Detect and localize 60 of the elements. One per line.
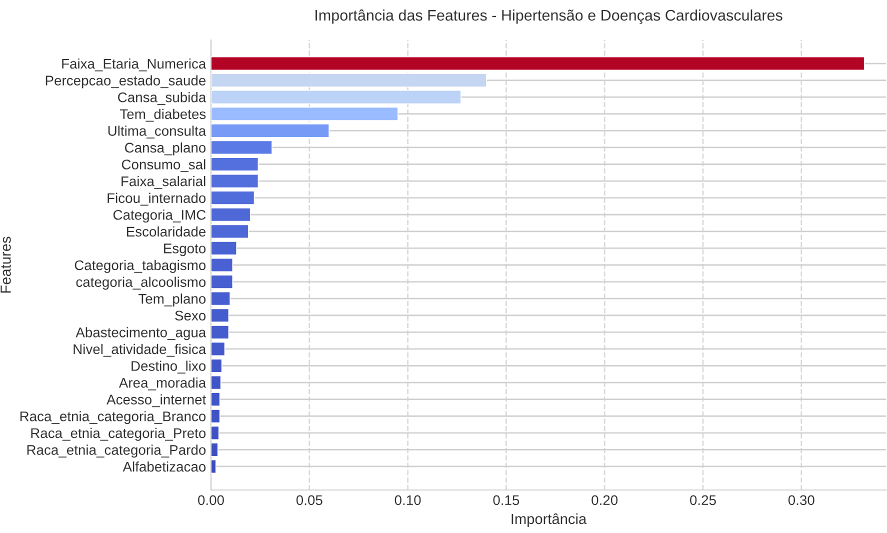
- x-tick-label: 0.10: [394, 495, 421, 506]
- bar: [211, 392, 220, 406]
- y-tick-label: Consumo_sal: [122, 159, 206, 172]
- y-tick-label: Categoria_IMC: [113, 210, 206, 223]
- y-tick-label: Sexo: [175, 310, 206, 321]
- y-tick-label: Faixa_Etaria_Numerica: [62, 58, 206, 72]
- y-tick-label: Esgoto: [164, 244, 206, 256]
- bar: [211, 174, 259, 188]
- x-tick-label: 0.00: [198, 495, 224, 506]
- bar: [211, 274, 234, 289]
- y-tick-label: Acesso_internet: [106, 394, 206, 408]
- bar: [211, 291, 231, 306]
- bar: [211, 90, 462, 104]
- y-tick-label: Area_moradia: [118, 378, 206, 390]
- y-axis-title: Features: [0, 236, 11, 293]
- bar: [211, 342, 226, 356]
- bar: [211, 308, 230, 323]
- x-tick-label: 0.05: [296, 495, 322, 506]
- bar: [211, 442, 218, 457]
- bar: [211, 241, 238, 256]
- bar: [211, 426, 220, 440]
- bar: [211, 358, 222, 373]
- bar: [211, 375, 222, 390]
- bar: [211, 190, 255, 205]
- bar: [211, 224, 249, 239]
- y-tick-label: categoria_alcoolismo: [76, 276, 206, 290]
- y-tick-label: Faixa_salarial: [122, 176, 206, 189]
- bar: [211, 73, 487, 88]
- y-tick-label: Cansa_plano: [124, 142, 206, 156]
- bar: [211, 157, 259, 172]
- bar: [211, 459, 216, 474]
- y-tick-label: Nivel_atividade_fisica: [74, 344, 206, 357]
- bar: [211, 258, 234, 272]
- y-tick-label: Ultima_consulta: [108, 126, 206, 138]
- y-tick-label: Tem_diabetes: [120, 108, 206, 122]
- y-tick-label: Raca_etnia_categoria_Preto: [31, 428, 206, 441]
- y-tick-label: Destino_lixo: [132, 360, 206, 374]
- y-tick-label: Percepcao_estado_saude: [46, 75, 206, 88]
- bar: [211, 106, 398, 122]
- x-tick-label: 0.30: [788, 495, 814, 506]
- x-tick-label: 0.20: [592, 495, 618, 506]
- y-tick-label: Raca_etnia_categoria_Branco: [20, 411, 206, 424]
- bar: [211, 408, 220, 424]
- y-tick-label: Escolaridade: [126, 226, 206, 237]
- chart-title: Importância das Features - Hipertensão e Doenças Cardiovasculares: [316, 9, 782, 24]
- bar: [211, 325, 230, 340]
- y-tick-label: Raca_etnia_categoria_Pardo: [27, 444, 206, 458]
- y-tick-label: Cansa_subida: [118, 92, 206, 105]
- x-tick-label: 0.25: [690, 495, 716, 506]
- y-tick-label: Abastecimento_agua: [76, 327, 206, 340]
- bar: [211, 207, 251, 222]
- x-tick-label: 0.15: [493, 495, 520, 506]
- y-tick-label: Categoria_tabagismo: [74, 260, 206, 273]
- y-tick-label: Alfabetizacao: [122, 461, 206, 472]
- bar: [211, 124, 330, 138]
- bar: [211, 56, 865, 71]
- y-tick-label: Tem_plano: [138, 294, 206, 306]
- x-axis-title: Importância: [512, 513, 587, 528]
- y-tick-label: Ficou_internado: [108, 192, 206, 206]
- bar: [211, 140, 272, 155]
